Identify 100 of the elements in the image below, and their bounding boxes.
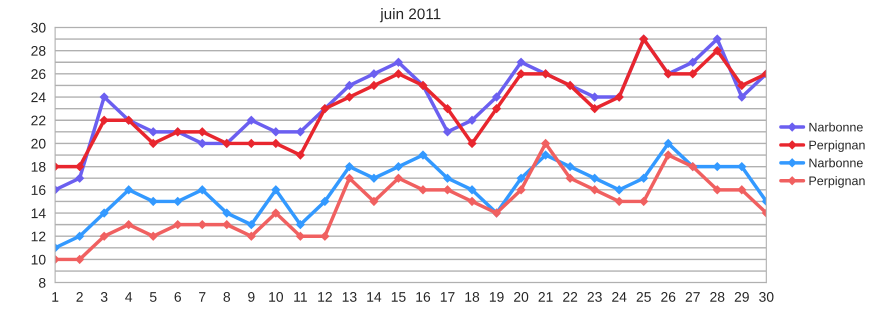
y-tick-label: 8 — [38, 278, 46, 288]
y-tick-label: 12 — [32, 232, 46, 242]
point — [737, 92, 746, 102]
point — [712, 34, 722, 44]
point — [492, 92, 501, 102]
x-tick-label: 19 — [490, 292, 504, 302]
x-tick-label: 9 — [248, 292, 255, 302]
point — [614, 185, 624, 194]
x-tick-label: 18 — [465, 292, 480, 302]
point — [541, 150, 550, 160]
point — [320, 196, 330, 206]
x-tick-label: 15 — [392, 292, 406, 302]
point — [344, 81, 354, 90]
point — [418, 185, 428, 194]
point — [344, 174, 354, 183]
y-tick-label: 18 — [32, 162, 46, 172]
point — [246, 116, 256, 125]
point — [443, 127, 452, 136]
point — [737, 81, 746, 90]
point — [296, 150, 305, 160]
point — [443, 185, 452, 194]
x-tick-label: 22 — [563, 292, 578, 302]
point — [664, 150, 673, 160]
y-tick-label: 30 — [31, 22, 46, 33]
x-tick-label: 23 — [588, 292, 602, 302]
point — [100, 92, 109, 102]
x-tick-label: 25 — [636, 292, 651, 302]
point — [394, 174, 403, 183]
point — [516, 185, 526, 194]
y-tick-label: 14 — [32, 208, 46, 218]
x-tick-label: 27 — [686, 292, 700, 302]
point — [688, 58, 698, 67]
x-tick-label: 16 — [416, 292, 430, 302]
x-tick-label: 5 — [150, 292, 156, 302]
point — [369, 196, 378, 206]
point — [443, 174, 452, 183]
y-tick-label: 24 — [31, 92, 46, 102]
x-tick-label: 20 — [514, 292, 528, 302]
point — [566, 162, 575, 172]
point — [394, 69, 403, 78]
x-tick-label: 3 — [100, 292, 108, 302]
point — [566, 174, 575, 183]
point — [712, 46, 722, 56]
point — [75, 174, 84, 183]
x-tick-label: 26 — [661, 292, 676, 302]
point — [418, 150, 428, 160]
x-tick-label: 11 — [294, 292, 307, 302]
point — [246, 220, 256, 230]
point — [369, 69, 378, 78]
point — [124, 220, 134, 230]
point — [468, 138, 476, 148]
legend-label: Narbonne — [809, 158, 863, 168]
point — [344, 92, 354, 102]
point — [541, 138, 550, 148]
y-tick-label: 22 — [31, 116, 46, 126]
x-tick-label: 30 — [759, 292, 774, 302]
y-tick-label: 10 — [32, 254, 46, 265]
x-tick-label: 8 — [224, 292, 230, 302]
point — [100, 208, 109, 218]
y-tick-label: 16 — [32, 185, 46, 196]
y-tick-label: 28 — [31, 46, 46, 56]
x-tick-label: 13 — [342, 292, 357, 302]
point — [271, 208, 280, 218]
point — [639, 174, 648, 183]
point — [443, 104, 452, 114]
point — [198, 185, 207, 194]
x-tick-label: 12 — [318, 292, 332, 302]
point — [590, 104, 600, 114]
point — [369, 81, 378, 90]
x-tick-label: 28 — [710, 292, 724, 302]
x-tick-label: 21 — [538, 292, 553, 302]
y-tick-label: 20 — [31, 138, 46, 149]
point — [124, 185, 134, 194]
x-tick-label: 24 — [612, 292, 626, 302]
point — [516, 174, 526, 183]
point — [468, 116, 476, 125]
point — [394, 58, 403, 67]
point — [344, 162, 354, 172]
point — [75, 232, 84, 241]
point — [492, 104, 501, 114]
point — [148, 138, 158, 148]
legend-label: Perpignan — [809, 140, 865, 152]
point — [516, 58, 526, 67]
point — [468, 196, 476, 206]
x-tick-label: 4 — [125, 292, 132, 302]
point — [100, 232, 109, 241]
chart-title: juin 2011 — [380, 8, 440, 22]
x-tick-label: 7 — [199, 292, 206, 302]
x-tick-label: 6 — [174, 292, 181, 302]
point — [664, 138, 673, 148]
point — [590, 174, 600, 183]
point — [148, 232, 158, 241]
point — [246, 232, 256, 241]
point — [296, 220, 305, 230]
y-tick-label: 26 — [31, 69, 46, 80]
x-tick-label: 1 — [52, 292, 58, 302]
x-tick-label: 10 — [269, 292, 284, 302]
point — [468, 185, 476, 194]
x-tick-label: 14 — [367, 292, 382, 302]
legend-label: Perpignan — [809, 176, 865, 188]
